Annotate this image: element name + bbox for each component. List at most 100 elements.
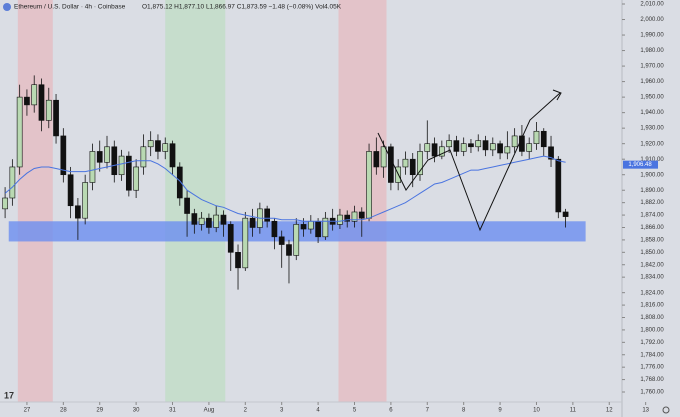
candle-body	[482, 140, 489, 151]
y-tick-label: 1,834.00	[640, 275, 664, 281]
candle-body	[125, 155, 132, 191]
drawing-path	[377, 92, 561, 232]
candle-body	[249, 217, 256, 228]
candle-body	[489, 143, 496, 151]
candle-body	[140, 146, 147, 168]
candle-body	[307, 220, 314, 230]
candle-body	[271, 220, 278, 238]
candle-body	[417, 151, 423, 176]
candle-body	[344, 214, 351, 222]
y-tick-label: 1,824.00	[640, 290, 664, 296]
settings-icon[interactable]	[662, 406, 670, 414]
y-tick-label: 1,960.00	[640, 79, 664, 85]
candle-body	[453, 140, 460, 152]
y-tick-label: 1,858.00	[640, 237, 664, 243]
candle-body	[431, 143, 438, 157]
moving-average	[4, 155, 566, 222]
y-tick-label: 1,970.00	[640, 64, 664, 70]
y-tick-label: 1,784.00	[640, 352, 664, 358]
candle-body	[511, 135, 518, 148]
candle-body	[31, 84, 38, 106]
x-tick-label: 28	[60, 408, 67, 414]
candle-body	[38, 84, 45, 121]
candle-body	[373, 151, 380, 168]
highlight-band	[17, 0, 53, 402]
candle-body	[213, 214, 220, 228]
candle-body	[315, 220, 321, 238]
symbol-title: Ethereum / U.S. Dollar · 4h · Coinbase	[14, 4, 126, 11]
candle-body	[206, 217, 212, 228]
y-tick-label: 1,990.00	[640, 33, 664, 39]
price-marker-label: 1,906.48	[628, 162, 652, 168]
x-tick-label: Aug	[204, 408, 215, 414]
candle-body	[548, 146, 554, 160]
candle-body	[358, 211, 365, 219]
candle-body	[278, 236, 285, 245]
candle-body	[497, 143, 503, 154]
x-tick-label: 7	[426, 408, 430, 414]
x-tick-label: 12	[606, 408, 613, 414]
candle-body	[300, 224, 307, 230]
x-tick-label: 11	[570, 408, 577, 414]
y-tick-label: 1,792.00	[640, 340, 664, 346]
y-tick-label: 1,940.00	[640, 110, 664, 116]
x-tick-label: 3	[280, 408, 284, 414]
candle-body	[220, 214, 227, 225]
candle-body	[504, 146, 511, 154]
y-tick-label: 1,980.00	[640, 48, 664, 54]
candle-body	[118, 155, 125, 176]
candle-body	[147, 140, 154, 148]
candle-body	[322, 217, 329, 238]
candle-body	[60, 135, 67, 176]
y-tick-label: 1,760.00	[640, 390, 664, 396]
candle-body	[133, 166, 139, 191]
x-tick-label: 4	[316, 408, 320, 414]
y-tick-label: 1,800.00	[640, 327, 664, 333]
candle-body	[191, 213, 198, 225]
candle-body	[409, 158, 416, 176]
y-tick-label: 1,910.00	[640, 157, 664, 163]
candle-body	[9, 166, 16, 199]
candle-body	[227, 224, 234, 253]
candle-body	[351, 211, 358, 222]
logo: 17	[4, 390, 14, 400]
candle-body	[337, 214, 343, 225]
y-tick-label: 1,874.00	[640, 213, 664, 219]
x-tick-label: 6	[389, 408, 393, 414]
candle-body	[67, 174, 74, 207]
candle-body	[24, 96, 30, 106]
y-tick-label: 1,900.00	[640, 172, 664, 178]
candle-body	[526, 143, 533, 152]
candle-body	[162, 143, 169, 152]
candle-body	[198, 217, 205, 225]
candle-body	[111, 146, 118, 176]
y-tick-label: 1,768.00	[640, 377, 664, 383]
y-tick-label: 2,000.00	[640, 17, 664, 23]
arrow-head	[552, 89, 562, 101]
y-tick-label: 1,842.00	[640, 262, 664, 268]
candle-body	[53, 99, 59, 137]
highlight-layer	[8, 0, 586, 402]
x-tick-label: 31	[169, 408, 176, 414]
candle-body	[540, 130, 547, 148]
y-tick-label: 1,890.00	[640, 188, 664, 194]
x-tick-label: 9	[498, 408, 502, 414]
candle-body	[82, 182, 89, 219]
candle-body	[104, 146, 110, 163]
y-tick-label: 1,930.00	[640, 126, 664, 132]
highlight-band	[338, 0, 387, 402]
candle-body	[460, 143, 467, 152]
candle-body	[475, 140, 482, 148]
candle-body	[176, 166, 183, 199]
candle-body	[235, 252, 241, 269]
candle-body	[555, 158, 562, 213]
plot-layer	[2, 75, 569, 290]
candle-body	[242, 217, 249, 269]
candle-body	[75, 205, 81, 219]
candle-body	[402, 158, 409, 168]
y-tick-label: 1,776.00	[640, 365, 664, 371]
y-tick-label: 1,850.00	[640, 250, 664, 256]
y-tick-label: 2,010.00	[640, 2, 664, 8]
candle-body	[16, 96, 23, 168]
